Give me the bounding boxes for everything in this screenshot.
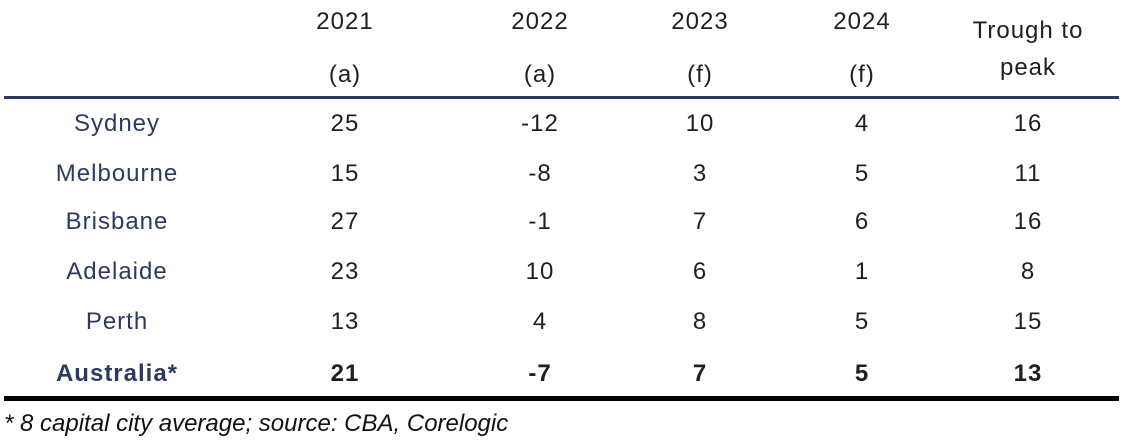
column-header: peak [999, 54, 1057, 81]
column-year: 2022 [511, 8, 569, 35]
footnote: * 8 capital city average; source: CBA, C… [4, 410, 509, 437]
cell-value: 27 [330, 208, 360, 235]
cell-value: 4 [532, 308, 548, 335]
cell-value: -8 [528, 160, 552, 187]
column-year: 2024 [833, 8, 891, 35]
cell-value: 15 [330, 160, 360, 187]
row-label: Perth [85, 308, 149, 335]
cell-value: -7 [528, 360, 552, 387]
cell-value: 16 [1013, 110, 1043, 137]
cell-value: 6 [854, 208, 870, 235]
row-label: Melbourne [55, 160, 179, 187]
cell-value: 7 [692, 360, 708, 387]
header-rule [4, 96, 1119, 99]
cell-value: 11 [1014, 160, 1042, 187]
column-note: (a) [328, 61, 362, 88]
cell-value: 16 [1013, 208, 1043, 235]
row-label: Australia* [55, 360, 179, 387]
cell-value: 13 [1013, 360, 1043, 387]
cell-value: 10 [525, 258, 555, 285]
cell-value: 4 [854, 110, 870, 137]
cell-value: 5 [854, 308, 870, 335]
cell-value: 21 [330, 360, 360, 387]
cell-value: -1 [528, 208, 552, 235]
row-label: Adelaide [66, 258, 168, 285]
column-year: 2021 [316, 8, 374, 35]
cell-value: 5 [854, 360, 870, 387]
cell-value: 25 [330, 110, 360, 137]
bottom-rule [4, 396, 1119, 401]
cell-value: 15 [1013, 308, 1043, 335]
column-header: Trough to [972, 17, 1084, 44]
cell-value: 6 [692, 258, 708, 285]
row-label: Sydney [73, 110, 161, 137]
row-label: Brisbane [65, 208, 169, 235]
cell-value: 1 [854, 258, 870, 285]
column-year: 2023 [671, 8, 729, 35]
cell-value: -12 [521, 110, 559, 137]
cell-value: 23 [330, 258, 360, 285]
cell-value: 13 [330, 308, 360, 335]
cell-value: 7 [692, 208, 708, 235]
column-note: (f) [849, 61, 875, 88]
cell-value: 10 [685, 110, 715, 137]
cell-value: 8 [692, 308, 708, 335]
cell-value: 5 [854, 160, 870, 187]
column-note: (a) [523, 61, 557, 88]
column-note: (f) [687, 61, 713, 88]
cell-value: 8 [1020, 258, 1036, 285]
cell-value: 3 [692, 160, 708, 187]
